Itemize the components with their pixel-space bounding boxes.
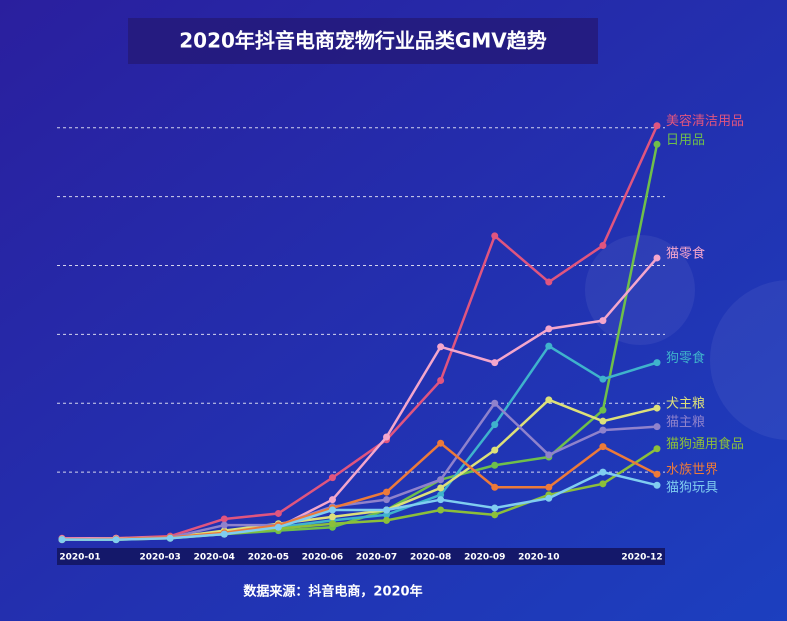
legend-label: 犬主粮 — [666, 397, 705, 412]
x-tick-label: 2020-06 — [302, 553, 343, 563]
data-point — [491, 446, 499, 454]
x-tick-label: 2020-10 — [518, 553, 559, 563]
title-box — [128, 18, 598, 64]
source-note: 数据来源：抖音电商，2020年 — [243, 584, 422, 600]
legend-label: 猫狗通用食品 — [666, 436, 744, 452]
data-point — [599, 480, 607, 488]
data-point — [653, 254, 661, 262]
data-point — [545, 451, 553, 459]
data-point — [437, 491, 445, 499]
data-point — [437, 496, 445, 504]
data-point — [274, 523, 282, 531]
x-tick-label: 2020-08 — [410, 553, 451, 563]
data-point — [653, 122, 661, 130]
data-point — [599, 406, 607, 414]
data-point — [220, 530, 228, 538]
x-tick-label: 2020-04 — [194, 553, 235, 563]
data-point — [383, 511, 391, 519]
data-point — [328, 506, 336, 514]
data-point — [491, 483, 499, 491]
legend-label: 猫主粮 — [666, 415, 705, 430]
data-point — [328, 520, 336, 528]
data-point — [545, 483, 553, 491]
data-point — [545, 278, 553, 286]
data-point — [599, 417, 607, 425]
legend-label: 狗零食 — [666, 350, 705, 366]
data-point — [599, 443, 607, 451]
data-point — [491, 399, 499, 407]
data-point — [437, 476, 445, 484]
data-point — [491, 504, 499, 512]
data-point — [491, 461, 499, 469]
data-point — [599, 426, 607, 434]
x-tick-label: 2020-05 — [248, 553, 289, 563]
data-point — [328, 474, 336, 482]
data-point — [491, 421, 499, 429]
data-point — [653, 470, 661, 478]
data-point — [437, 484, 445, 492]
data-point — [383, 496, 391, 504]
series-line — [62, 470, 658, 541]
data-point — [383, 506, 391, 514]
data-point — [653, 404, 661, 412]
x-tick-label: 2020-03 — [140, 553, 181, 563]
x-tick-label: 2020-07 — [356, 553, 397, 563]
data-point — [383, 488, 391, 496]
data-point — [545, 342, 553, 350]
data-point — [274, 509, 282, 517]
data-point — [653, 359, 661, 367]
data-point — [653, 445, 661, 453]
x-tick-label: 2020-09 — [464, 553, 505, 563]
data-point — [545, 494, 553, 502]
data-point — [437, 439, 445, 447]
data-point — [599, 375, 607, 383]
legend-label: 日用品 — [666, 133, 705, 148]
legend-label: 猫狗玩具 — [666, 481, 718, 496]
data-point — [545, 325, 553, 333]
decoration — [710, 280, 787, 440]
data-point — [653, 481, 661, 489]
data-point — [437, 343, 445, 351]
chart-title: 2020年抖音电商宠物行业品类GMV趋势 — [179, 29, 546, 53]
data-point — [220, 521, 228, 529]
data-point — [328, 513, 336, 521]
decoration — [585, 235, 695, 345]
data-point — [545, 396, 553, 404]
data-point — [653, 423, 661, 431]
data-point — [491, 232, 499, 240]
data-point — [328, 496, 336, 504]
data-point — [437, 506, 445, 514]
legend-label: 美容清洁用品 — [666, 113, 744, 129]
data-point — [220, 515, 228, 523]
data-point — [491, 511, 499, 519]
data-point — [437, 377, 445, 385]
data-point — [383, 516, 391, 524]
legend-label: 水族世界 — [666, 462, 718, 478]
data-point — [166, 534, 174, 542]
data-point — [491, 359, 499, 367]
data-point — [599, 242, 607, 250]
x-axis-band — [57, 548, 665, 565]
x-tick-label: 2020-01 — [59, 553, 100, 563]
legend-label: 猫零食 — [666, 245, 705, 261]
data-point — [112, 536, 120, 544]
data-point — [383, 433, 391, 441]
data-point — [58, 536, 66, 544]
data-point — [599, 317, 607, 325]
x-tick-label: 2020-12 — [621, 553, 662, 563]
data-point — [653, 140, 661, 148]
data-point — [599, 468, 607, 476]
